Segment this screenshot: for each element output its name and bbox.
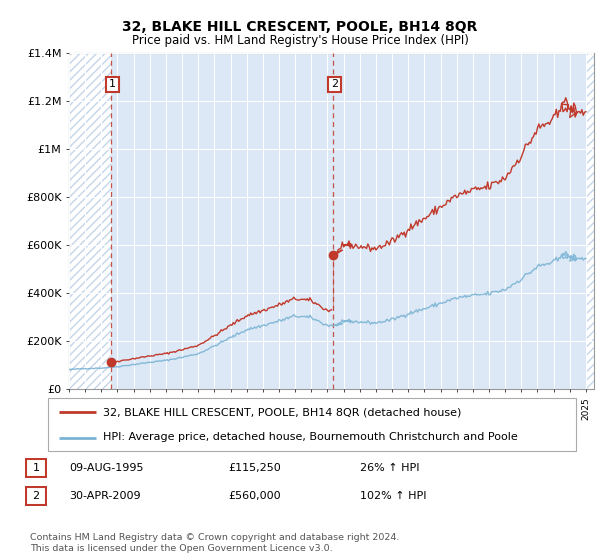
Text: HPI: Average price, detached house, Bournemouth Christchurch and Poole: HPI: Average price, detached house, Bour… [103, 432, 518, 442]
Text: £560,000: £560,000 [228, 491, 281, 501]
Text: 1: 1 [32, 463, 40, 473]
FancyBboxPatch shape [26, 459, 46, 477]
Text: 26% ↑ HPI: 26% ↑ HPI [360, 463, 419, 473]
FancyBboxPatch shape [48, 398, 576, 451]
Text: Price paid vs. HM Land Registry's House Price Index (HPI): Price paid vs. HM Land Registry's House … [131, 34, 469, 46]
Text: 2: 2 [32, 491, 40, 501]
Bar [586, 53, 594, 389]
Text: 30-APR-2009: 30-APR-2009 [69, 491, 140, 501]
Text: 1: 1 [109, 80, 116, 90]
Text: 2: 2 [331, 80, 338, 90]
FancyBboxPatch shape [26, 487, 46, 505]
Text: 102% ↑ HPI: 102% ↑ HPI [360, 491, 427, 501]
Text: Contains HM Land Registry data © Crown copyright and database right 2024.
This d: Contains HM Land Registry data © Crown c… [30, 533, 400, 553]
Text: 32, BLAKE HILL CRESCENT, POOLE, BH14 8QR: 32, BLAKE HILL CRESCENT, POOLE, BH14 8QR [122, 20, 478, 34]
Text: 32, BLAKE HILL CRESCENT, POOLE, BH14 8QR (detached house): 32, BLAKE HILL CRESCENT, POOLE, BH14 8QR… [103, 408, 462, 418]
Text: 09-AUG-1995: 09-AUG-1995 [69, 463, 143, 473]
Text: £115,250: £115,250 [228, 463, 281, 473]
Bar [69, 53, 111, 389]
